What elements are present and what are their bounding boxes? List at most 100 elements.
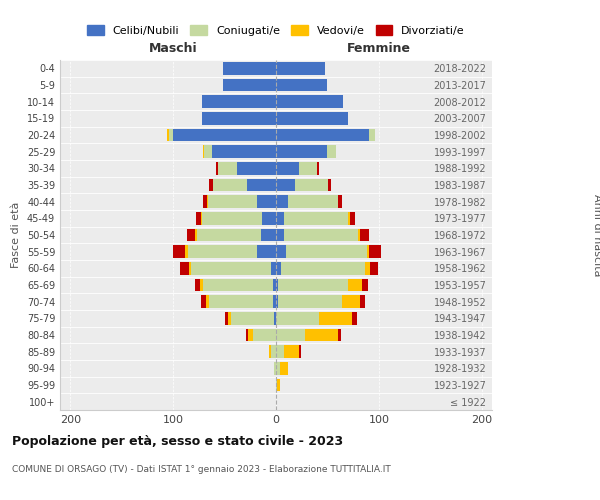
Bar [227, 312, 231, 324]
Bar [368, 129, 375, 141]
Bar [169, 129, 173, 141]
Bar [203, 196, 207, 208]
Bar [237, 162, 276, 174]
Bar [365, 262, 370, 274]
Bar [223, 79, 276, 92]
Text: Maschi: Maschi [149, 42, 197, 55]
Bar [276, 96, 343, 108]
Bar [208, 196, 257, 208]
Bar [274, 362, 276, 374]
Bar [276, 329, 305, 341]
Bar [173, 246, 185, 258]
Bar [202, 96, 276, 108]
Bar [271, 346, 276, 358]
Bar [217, 162, 218, 174]
Bar [276, 79, 328, 92]
Bar [276, 296, 278, 308]
Bar [286, 246, 367, 258]
Bar [273, 279, 276, 291]
Bar [276, 362, 280, 374]
Bar [200, 279, 203, 291]
Bar [276, 379, 277, 391]
Bar [276, 229, 284, 241]
Bar [350, 212, 355, 224]
Bar [246, 329, 248, 341]
Text: Popolazione per età, sesso e stato civile - 2023: Popolazione per età, sesso e stato civil… [12, 435, 343, 448]
Bar [231, 312, 274, 324]
Text: Femmine: Femmine [347, 42, 411, 55]
Bar [276, 162, 299, 174]
Bar [213, 179, 247, 192]
Bar [284, 212, 348, 224]
Bar [319, 312, 352, 324]
Bar [196, 212, 201, 224]
Bar [203, 146, 204, 158]
Bar [370, 262, 378, 274]
Bar [274, 312, 276, 324]
Bar [348, 279, 362, 291]
Bar [204, 146, 212, 158]
Bar [212, 146, 276, 158]
Bar [276, 112, 348, 124]
Bar [338, 329, 341, 341]
Bar [277, 379, 280, 391]
Bar [207, 196, 208, 208]
Bar [276, 262, 281, 274]
Bar [197, 229, 260, 241]
Legend: Celibi/Nubili, Coniugati/e, Vedovi/e, Divorziati/e: Celibi/Nubili, Coniugati/e, Vedovi/e, Di… [83, 20, 469, 40]
Bar [188, 262, 191, 274]
Bar [209, 296, 273, 308]
Bar [338, 196, 342, 208]
Bar [276, 146, 328, 158]
Bar [195, 229, 197, 241]
Bar [276, 346, 284, 358]
Bar [299, 346, 301, 358]
Bar [201, 212, 202, 224]
Bar [278, 296, 342, 308]
Bar [361, 296, 365, 308]
Bar [257, 196, 276, 208]
Bar [276, 279, 278, 291]
Bar [276, 129, 368, 141]
Bar [352, 312, 357, 324]
Bar [362, 279, 368, 291]
Bar [289, 196, 338, 208]
Bar [276, 179, 295, 192]
Bar [317, 162, 319, 174]
Bar [284, 346, 299, 358]
Bar [280, 362, 289, 374]
Bar [248, 329, 253, 341]
Bar [273, 296, 276, 308]
Bar [224, 312, 227, 324]
Bar [276, 312, 319, 324]
Bar [201, 296, 206, 308]
Bar [278, 279, 348, 291]
Bar [187, 229, 195, 241]
Bar [284, 229, 358, 241]
Bar [218, 162, 237, 174]
Bar [209, 179, 213, 192]
Bar [203, 279, 273, 291]
Bar [167, 129, 169, 141]
Bar [247, 179, 276, 192]
Bar [195, 279, 200, 291]
Bar [276, 246, 286, 258]
Bar [276, 196, 289, 208]
Bar [185, 246, 188, 258]
Text: Anni di nascita: Anni di nascita [592, 194, 600, 276]
Text: COMUNE DI ORSAGO (TV) - Dati ISTAT 1° gennaio 2023 - Elaborazione TUTTITALIA.IT: COMUNE DI ORSAGO (TV) - Dati ISTAT 1° ge… [12, 465, 391, 474]
Bar [260, 229, 276, 241]
Bar [281, 262, 365, 274]
Bar [328, 146, 335, 158]
Bar [173, 129, 276, 141]
Bar [223, 62, 276, 74]
Bar [276, 212, 284, 224]
Bar [262, 212, 276, 224]
Bar [276, 62, 325, 74]
Bar [206, 296, 209, 308]
Bar [202, 112, 276, 124]
Bar [367, 246, 368, 258]
Bar [181, 262, 188, 274]
Bar [295, 179, 328, 192]
Bar [257, 246, 276, 258]
